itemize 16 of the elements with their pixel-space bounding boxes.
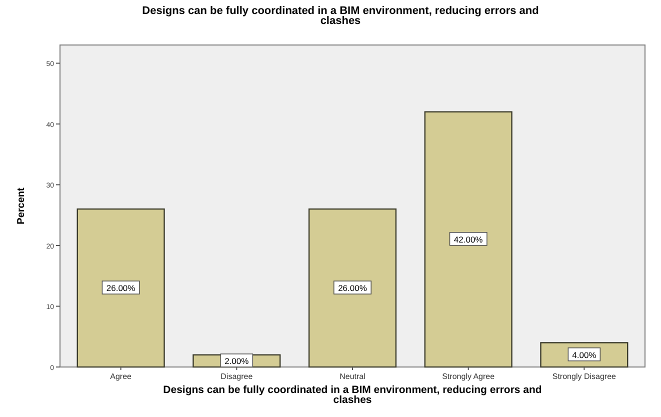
bar [76, 208, 165, 368]
data-label: 4.00% [572, 350, 597, 360]
x-tick-label: Agree [110, 372, 132, 381]
data-label: 26.00% [338, 283, 368, 294]
bar [424, 111, 512, 368]
x-tick-label: Neutral [340, 372, 366, 381]
data-label: 2.00% [224, 356, 250, 366]
x-tick-label: Strongly Agree [442, 372, 496, 381]
bar [308, 208, 397, 368]
x-tick-label: Strongly Disagree [552, 372, 617, 381]
data-label: 26.00% [106, 283, 136, 294]
y-axis-title: Percent [16, 186, 27, 224]
x-tick-label: Disagree [220, 372, 254, 381]
x-axis-title: Designs can be fully coordinated in a BIM environment, reducing errors and clashes [163, 384, 542, 406]
data-label: 42.00% [454, 234, 484, 244]
chart-title: Designs can be fully coordinated in a BIM environment, reducing errors and clashes [142, 5, 539, 27]
